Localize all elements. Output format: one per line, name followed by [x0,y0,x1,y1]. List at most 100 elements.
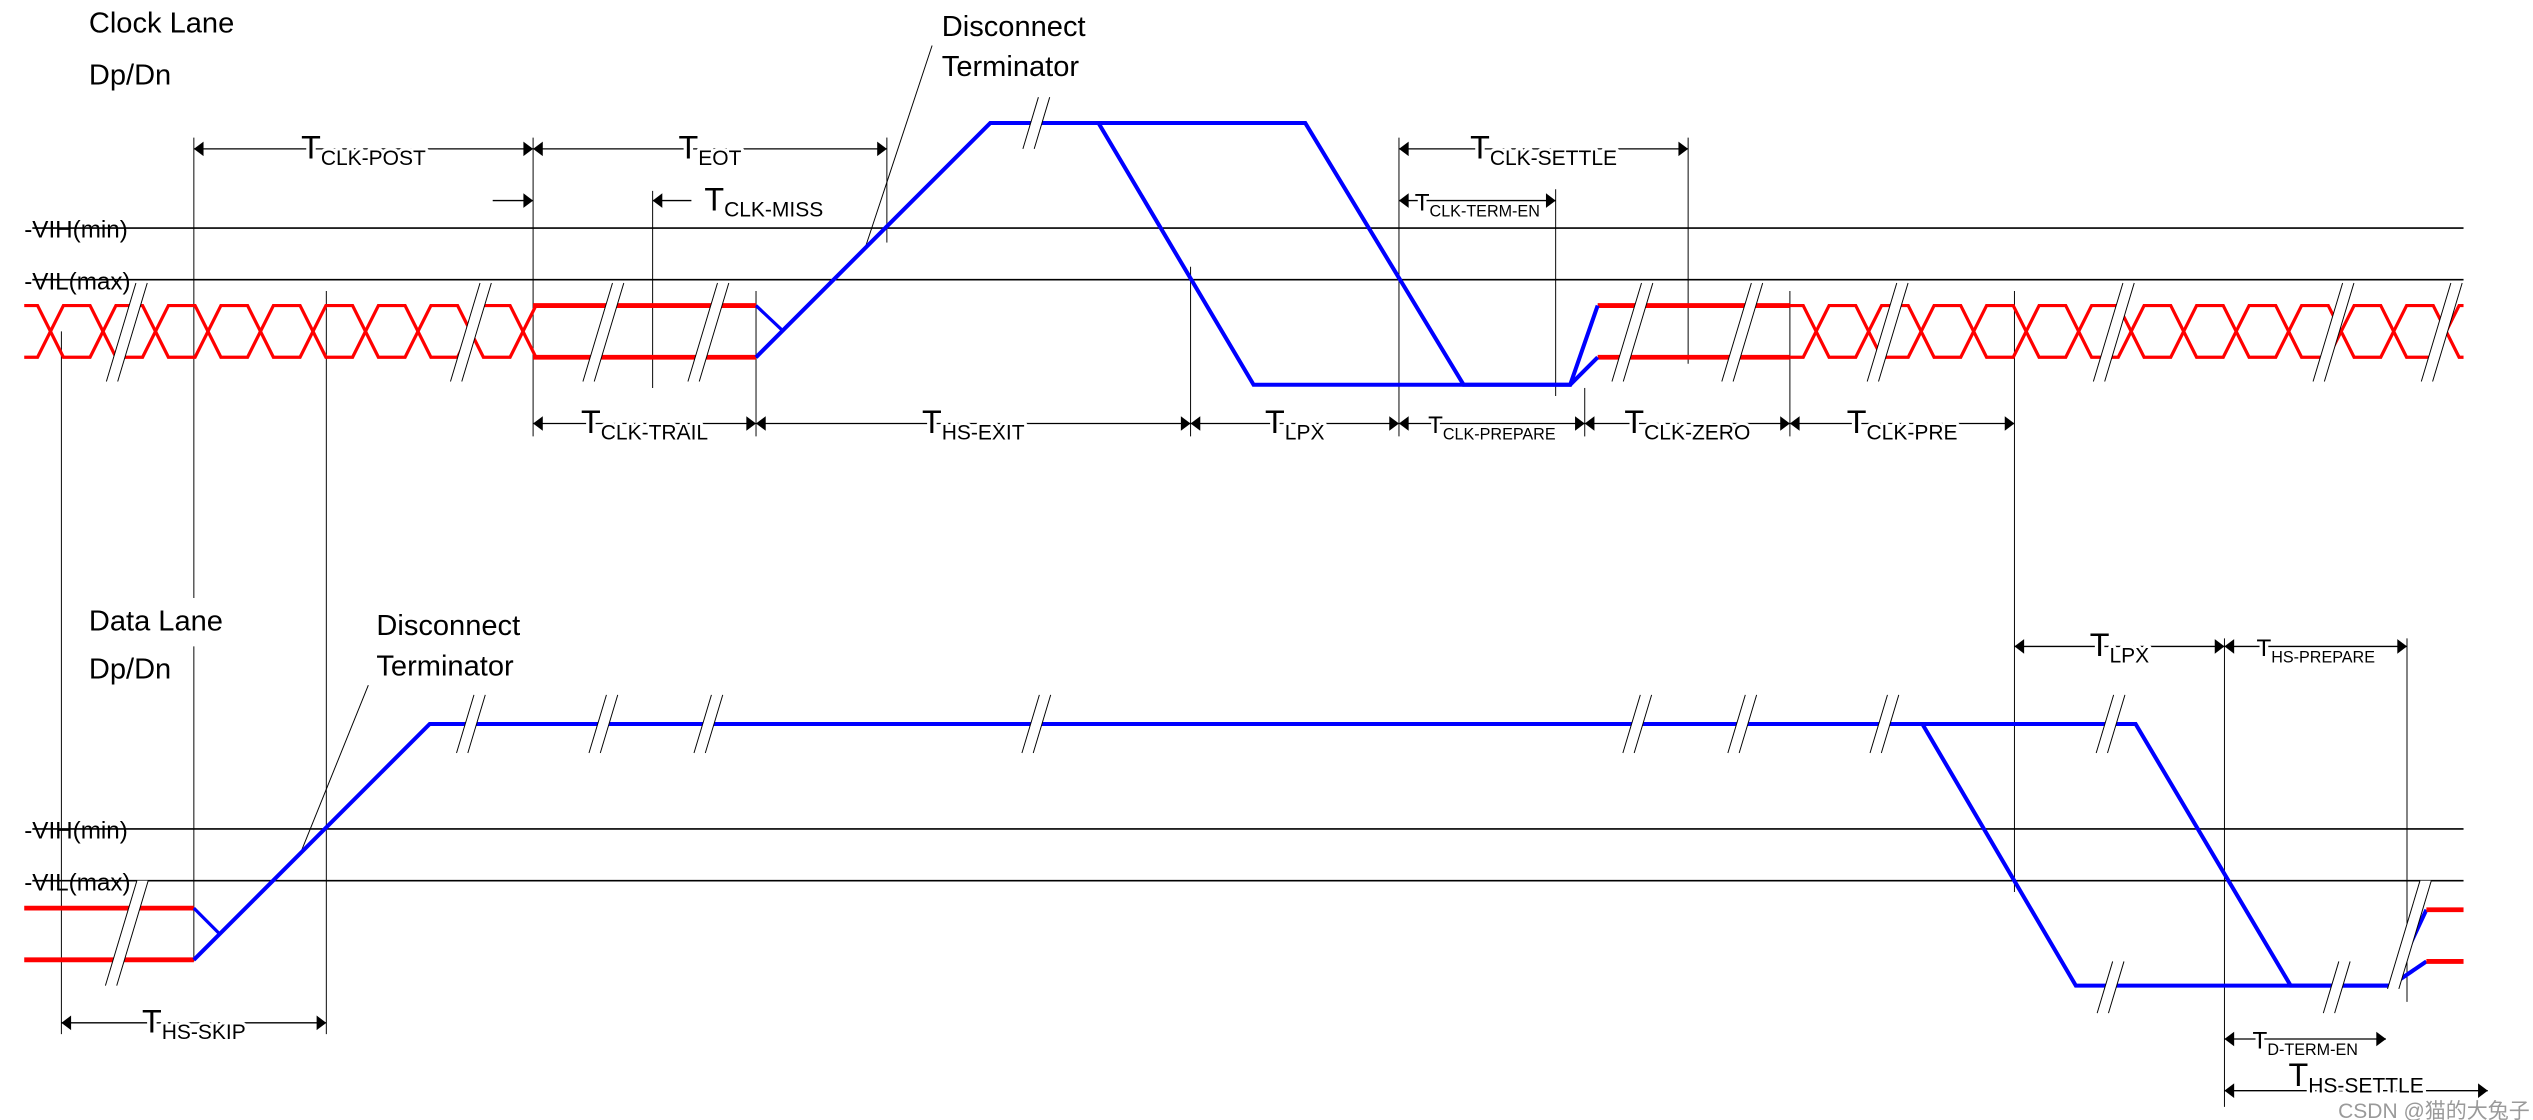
timing-label-main: T [301,130,321,166]
timing-label-main: T [1847,404,1867,440]
timing-label-main: T [581,404,601,440]
break-gap [1022,97,1050,149]
t-clk-miss: TCLK-MISS [492,181,823,222]
arrowhead-right-icon [1180,416,1191,431]
timing-label-sub: CLK-ZERO [1644,422,1750,445]
t-clk-trail: TCLK-TRAIL [533,401,757,448]
break-mark [1727,694,1758,754]
data-lane-title: Data Lane [89,605,223,637]
break-line [2398,880,2432,990]
t-lpx-clock: TLPX [1190,401,1399,448]
arrowhead-right-icon [523,141,534,157]
break-mark [1622,694,1653,754]
break-line [467,694,486,754]
break-line [1622,694,1641,754]
clock-disconnect-label-1: Disconnect [942,11,1086,43]
watermark: CSDN @猫的大兔子 [2338,1100,2530,1120]
t-clk-zero: TCLK-ZERO [1584,401,1790,448]
break-gap [2313,282,2354,382]
timing-label-main: T [1265,404,1285,440]
break-gap [2097,961,2124,1014]
break-line [1633,694,1653,754]
timing-label: TCLK-POST [301,130,426,170]
reference-lines [32,45,2464,1107]
break-line [1033,97,1051,150]
break-line [2432,282,2463,382]
arrowhead-right-icon [1780,416,1790,431]
break-gap [1867,282,1909,382]
arrowhead-right-icon [2478,1083,2488,1098]
arrowhead-left-icon [2224,1031,2235,1047]
timing-label-main: T [2090,627,2110,663]
timing-label-sub: CLK-TRAIL [601,422,708,445]
t-clk-term-en: TCLK-TERM-EN [1398,186,1556,224]
arrowhead-left-icon [2014,639,2025,654]
data-disconnect-label-2: Terminator [376,651,514,683]
timing-label-main: T [1428,412,1443,439]
arrowhead-right-icon [2214,639,2225,654]
t-lpx-data: TLPX [2014,624,2225,671]
timing-label-sub: CLK-PREPARE [1443,426,1556,444]
t-clk-pre: TCLK-PRE [1789,401,2015,448]
arrowhead-left-icon [2224,1083,2235,1098]
break-gap [106,282,148,382]
break-line [698,282,730,382]
break-mark [1611,282,1654,382]
data-lp-signal [192,906,221,936]
break-line [1732,282,1764,382]
break-line [2092,282,2124,382]
break-line [693,694,712,754]
timing-label-main: T [2256,635,2271,662]
break-mark [693,694,724,754]
timing-dimensions: TCLK-POST TEOTTCLK-MISSTCLK-SETTLETCLK-TE… [61,126,2488,1101]
arrowhead-right-icon [1389,416,1399,431]
break-mark [1869,694,1900,754]
timing-label: TCLK-ZERO [1624,404,1750,444]
break-line [2334,961,2351,1014]
break-gap [2323,961,2351,1014]
timing-label-sub: LPX [2109,645,2149,668]
data-lp-signal [192,721,2429,988]
t-d-term-en: TD-TERM-EN [2224,1024,2386,1062]
break-mark [2387,880,2432,990]
clock-lane-title: Clock Lane [89,8,234,40]
data-disconnect-label-1: Disconnect [376,610,520,642]
t-clk-prepare: TCLK-PREPARE [1398,409,1585,447]
timing-label: THS-SKIP [142,1004,246,1044]
break-line [2323,282,2355,382]
break-mark [2095,694,2126,754]
data-lane-subtitle: Dp/Dn [89,654,171,686]
break-line [1869,694,1888,754]
break-mark [582,282,625,382]
arrowhead-left-icon [533,141,543,157]
break-mark [2092,282,2135,382]
timing-label: THS-PREPARE [2256,635,2375,666]
timing-label-sub: HS-SETTLE [2308,1074,2424,1097]
timing-label-main: T [704,181,724,217]
timing-label-sub: CLK-POST [321,147,426,170]
clock-hs-signal [24,303,539,359]
timing-label-main: T [1624,404,1644,440]
break-line [599,694,619,754]
timing-label: THS-SETTLE [2288,1057,2423,1097]
break-line [1880,694,1900,754]
break-gap [582,282,624,382]
timing-label: TCLK-SETTLE [1470,130,1617,170]
break-mark [1022,97,1051,150]
arrowhead-right-icon [523,193,534,208]
timing-label-main: T [2288,1057,2308,1093]
break-marks [104,97,2463,1014]
break-line [1878,282,1909,382]
t-hs-prepare: THS-PREPARE [2224,632,2407,670]
clock-vil-label: -VIL(max) [24,268,130,295]
timing-label: TEOT [679,130,742,170]
break-mark [1021,694,1052,754]
t-clk-settle: TCLK-SETTLE [1398,126,1689,173]
timing-label-main: T [922,404,942,440]
arrowhead-left-icon [1584,416,1595,431]
break-mark [1866,282,1909,382]
arrowhead-left-icon [193,141,204,157]
break-line [2387,880,2421,990]
timing-label-sub: D-TERM-EN [2267,1041,2358,1059]
